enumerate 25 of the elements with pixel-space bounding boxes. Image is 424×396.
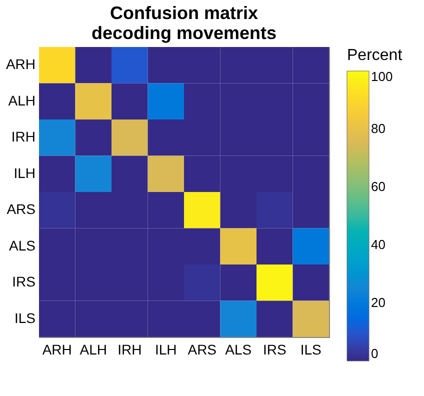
x-tick-label: IRH [118, 342, 142, 358]
y-tick-label: ALS [9, 237, 36, 254]
y-tick-label: ILS [14, 310, 36, 326]
text: decoding movements [91, 23, 277, 43]
text: Confusion matrix [110, 3, 258, 23]
x-tick-label: ALH [80, 342, 107, 358]
y-tick-label: IRH [11, 128, 36, 145]
color-bar-title: Percent [347, 47, 403, 64]
x-tick-label: ALS [225, 342, 252, 358]
x-tick-label: ARS [188, 342, 217, 358]
color-bar-label: 20 [371, 295, 386, 310]
color-bar-label: 60 [371, 179, 386, 194]
color-bar-label: 80 [371, 121, 386, 136]
y-tick-label: ALH [8, 92, 36, 108]
y-tick-label: ARS [6, 201, 36, 218]
color-bar-label: 100 [371, 69, 393, 84]
color-bar-label: 40 [371, 237, 386, 252]
y-tick-label: ARH [6, 56, 36, 72]
y-tick-label: IRS [12, 274, 36, 290]
color-bar-label: 0 [371, 346, 378, 361]
x-tick-label: ILS [300, 342, 322, 358]
y-tick-label: ILH [14, 164, 36, 181]
x-tick-label: ILH [154, 342, 177, 358]
x-tick-label: ARH [42, 342, 72, 358]
x-tick-label: IRS [262, 342, 286, 358]
